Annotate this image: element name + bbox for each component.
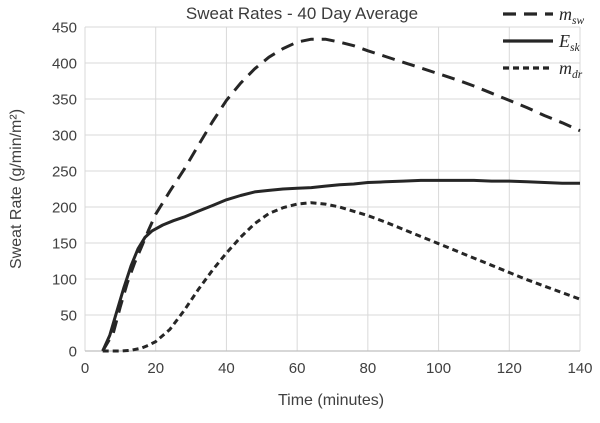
y-tick-label: 100: [52, 272, 77, 289]
x-tick-label: 60: [289, 360, 306, 377]
y-tick-label: 350: [52, 92, 77, 109]
legend-label-m_sw: msw: [559, 4, 584, 27]
x-tick-label: 40: [218, 360, 235, 377]
y-tick-label: 300: [52, 128, 77, 145]
y-tick-label: 0: [69, 344, 77, 361]
legend-label-m_dr: mdr: [559, 58, 583, 81]
series-m_dr-line: [102, 201, 581, 353]
y-axis-title: Sweat Rate (g/min/m²): [8, 109, 25, 269]
data-series: [101, 37, 581, 353]
y-tick-label: 450: [52, 20, 77, 37]
y-tick-label: 250: [52, 164, 77, 181]
x-tick-label: 20: [147, 360, 164, 377]
y-tick-label: 400: [52, 56, 77, 73]
legend-item-m_sw: msw: [503, 4, 584, 27]
series-E_sk-line: [101, 178, 580, 352]
x-tick-label: 0: [81, 360, 89, 377]
chart-title: Sweat Rates - 40 Day Average: [186, 4, 418, 23]
legend-label-E_sk: Esk: [558, 31, 580, 54]
y-tick-label: 150: [52, 236, 77, 253]
y-tick-label: 200: [52, 200, 77, 217]
y-tick-labels: 0 50 100 150 200 250 300 350 400 450: [52, 20, 77, 361]
legend-item-E_sk: Esk: [503, 31, 580, 54]
series-m_sw-line: [101, 37, 581, 352]
x-axis-title: Time (minutes): [278, 392, 384, 409]
x-tick-label: 80: [360, 360, 377, 377]
legend-item-m_dr: mdr: [503, 58, 583, 81]
legend: msw Esk mdr: [503, 4, 584, 81]
gridlines: [84, 26, 581, 352]
x-tick-label: 140: [567, 360, 592, 377]
x-tick-label: 100: [426, 360, 451, 377]
x-tick-labels: 0 20 40 60 80 100 120 140: [81, 360, 593, 377]
x-tick-label: 120: [497, 360, 522, 377]
y-tick-label: 50: [60, 308, 77, 325]
